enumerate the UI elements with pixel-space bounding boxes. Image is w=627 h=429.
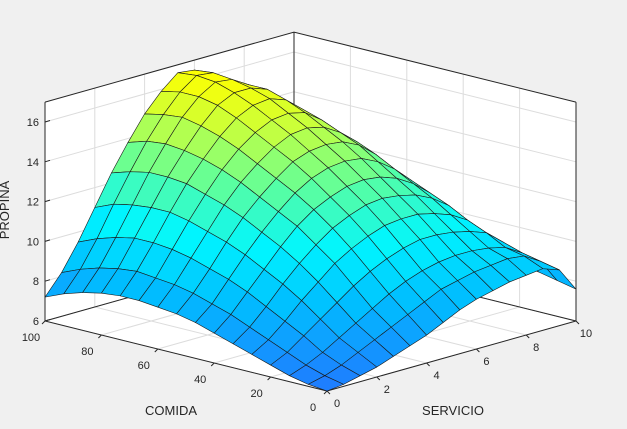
x-tick-mark: [476, 348, 480, 353]
x-tick-mark: [376, 376, 381, 381]
y-tick-mark: [323, 390, 328, 395]
y-tick-label: 80: [81, 346, 93, 358]
z-tick-mark: [44, 159, 51, 163]
x-tick-label: 4: [434, 370, 440, 382]
y-tick-mark: [210, 362, 215, 367]
x-tick-label: 0: [334, 398, 340, 410]
z-tick-label: 10: [27, 236, 39, 248]
x-axis-label: SERVICIO: [422, 403, 484, 418]
y-tick-label: 40: [194, 374, 206, 386]
y-tick-label: 60: [138, 360, 150, 372]
x-tick-mark: [426, 362, 430, 367]
x-tick-mark: [326, 390, 331, 395]
z-axis-label: PROPINA: [0, 180, 12, 239]
y-axis-label: COMIDA: [145, 403, 197, 418]
x-tick-label: 10: [580, 328, 592, 340]
z-tick-label: 12: [27, 197, 39, 209]
z-tick-label: 6: [33, 316, 39, 328]
y-tick-mark: [154, 348, 159, 353]
z-tick-label: 8: [33, 276, 39, 288]
x-tick-mark: [525, 334, 530, 339]
y-tick-mark: [267, 376, 271, 381]
z-tick-mark: [44, 239, 51, 242]
y-tick-label: 0: [310, 402, 316, 414]
z-tick-label: 16: [27, 117, 39, 129]
y-tick-mark: [41, 320, 46, 325]
z-tick-mark: [44, 120, 51, 123]
x-tick-label: 2: [384, 384, 390, 396]
x-tick-label: 8: [533, 342, 539, 354]
z-tick-mark: [44, 279, 51, 282]
z-tick-mark: [44, 199, 51, 203]
surface-mesh: [44, 69, 577, 392]
z-tick-mark: [44, 319, 51, 322]
y-tick-label: 100: [22, 332, 40, 344]
surface-face: [307, 375, 344, 392]
y-tick-label: 20: [250, 388, 262, 400]
x-tick-label: 6: [483, 356, 489, 368]
z-tick-label: 14: [27, 157, 39, 169]
x-tick-mark: [575, 320, 580, 325]
y-tick-mark: [98, 334, 102, 339]
